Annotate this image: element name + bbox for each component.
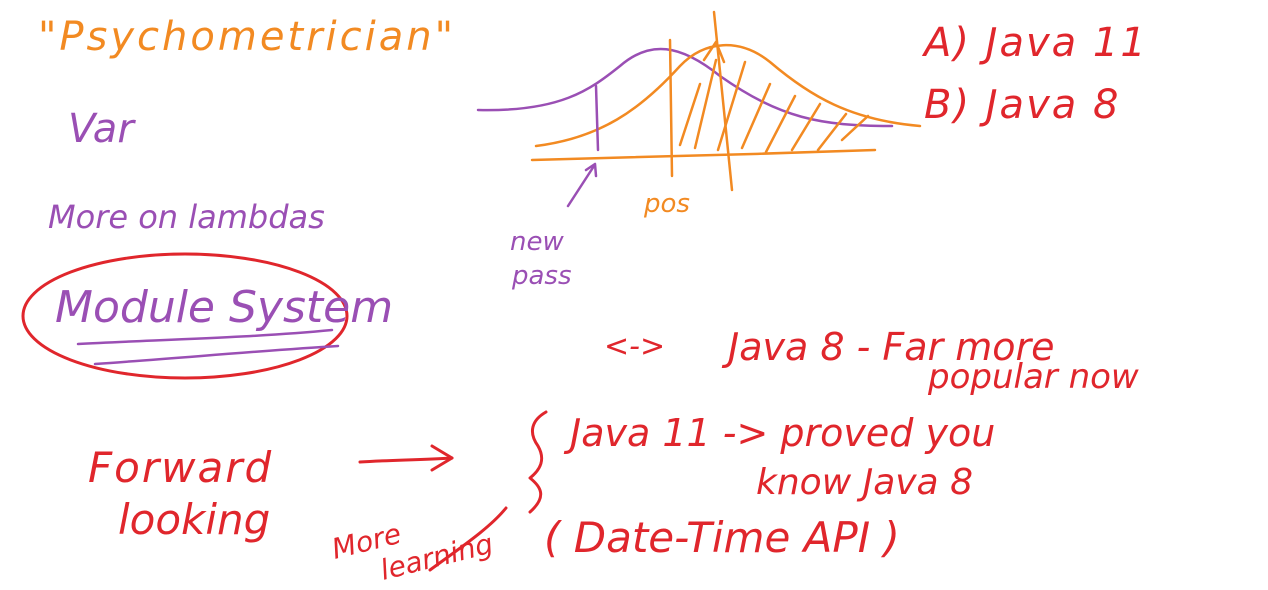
date-time-api-text: ( Date-Time API ) xyxy=(544,513,900,562)
java8-note-line1: Java 8 - Far more xyxy=(721,325,1055,369)
orange-curve xyxy=(534,43,922,148)
double-arrow-text: <-> xyxy=(604,329,665,364)
java8-note-line2: popular now xyxy=(927,357,1139,397)
var-text: Var xyxy=(68,106,136,152)
curly-brace xyxy=(528,410,548,514)
java11-note-line2: know Java 8 xyxy=(756,462,973,503)
module-system-underline-2 xyxy=(93,344,340,366)
more-on-lambdas-text: More on lambdas xyxy=(48,198,325,236)
forward-looking-line1: Forward xyxy=(88,443,273,492)
distribution-sketch xyxy=(476,10,922,208)
forward-arrow xyxy=(358,456,454,464)
more-learning-group: More learning xyxy=(329,517,497,587)
psychometrician-text: "Psychometrician" xyxy=(38,14,456,60)
more-learning-arrow xyxy=(428,506,508,572)
module-system-text: Module System xyxy=(55,282,393,333)
option-a-text: A) Java 11 xyxy=(921,20,1148,66)
pos-label: pos xyxy=(643,189,690,219)
option-b-text: B) Java 8 xyxy=(924,82,1120,128)
forward-looking-line2: looking xyxy=(118,495,270,544)
new-pass-label-line2: pass xyxy=(511,261,572,291)
new-pass-label-line1: new xyxy=(510,227,564,257)
module-system-circle xyxy=(21,252,349,380)
module-system-underline-1 xyxy=(76,328,334,346)
java11-note-line1: Java 11 -> proved you xyxy=(563,411,995,455)
